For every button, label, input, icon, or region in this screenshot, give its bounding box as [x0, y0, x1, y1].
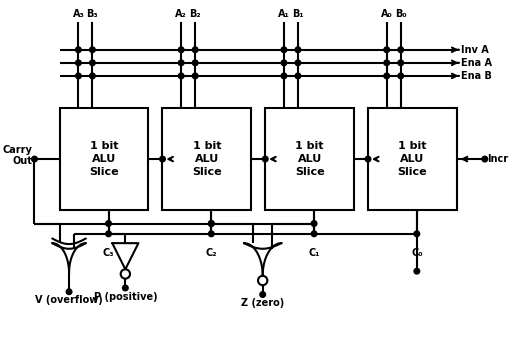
- Circle shape: [258, 276, 267, 285]
- Bar: [265, 108, 353, 210]
- Circle shape: [262, 156, 268, 162]
- Circle shape: [280, 47, 286, 53]
- Circle shape: [208, 221, 214, 226]
- Text: Slice: Slice: [294, 167, 324, 177]
- Circle shape: [413, 268, 419, 274]
- Text: C₃: C₃: [103, 248, 114, 258]
- Text: ALU: ALU: [194, 154, 218, 164]
- Text: V (overflow): V (overflow): [35, 295, 103, 305]
- Circle shape: [159, 156, 165, 162]
- Text: Ena B: Ena B: [461, 71, 491, 81]
- Circle shape: [295, 73, 300, 79]
- Circle shape: [178, 73, 184, 79]
- Circle shape: [90, 60, 95, 66]
- Circle shape: [32, 156, 37, 162]
- Text: ALU: ALU: [297, 154, 321, 164]
- Text: 1 bit: 1 bit: [295, 141, 323, 151]
- Circle shape: [481, 156, 487, 162]
- Circle shape: [397, 47, 403, 53]
- Circle shape: [260, 292, 265, 298]
- Circle shape: [75, 47, 81, 53]
- Circle shape: [192, 73, 197, 79]
- Text: ALU: ALU: [92, 154, 116, 164]
- Circle shape: [397, 60, 403, 66]
- Circle shape: [66, 289, 72, 294]
- Text: Z (zero): Z (zero): [241, 298, 284, 308]
- Circle shape: [280, 60, 286, 66]
- Text: P (positive): P (positive): [93, 292, 157, 302]
- Text: A₂: A₂: [175, 9, 187, 19]
- Text: B₂: B₂: [189, 9, 201, 19]
- Text: C₁: C₁: [308, 248, 319, 258]
- Circle shape: [208, 221, 214, 226]
- Circle shape: [178, 47, 184, 53]
- Text: C₀: C₀: [410, 248, 422, 258]
- Circle shape: [90, 73, 95, 79]
- Circle shape: [280, 73, 286, 79]
- Circle shape: [178, 60, 184, 66]
- Bar: [162, 108, 251, 210]
- Circle shape: [122, 285, 128, 291]
- Text: B₃: B₃: [87, 9, 98, 19]
- Text: Inv A: Inv A: [461, 45, 488, 55]
- Circle shape: [310, 221, 316, 226]
- Circle shape: [90, 47, 95, 53]
- Circle shape: [105, 231, 111, 237]
- Text: Ena A: Ena A: [461, 58, 492, 68]
- Text: Slice: Slice: [397, 167, 427, 177]
- Circle shape: [310, 231, 316, 237]
- Text: Carry
Out: Carry Out: [3, 144, 33, 166]
- Circle shape: [192, 47, 197, 53]
- Text: 1 bit: 1 bit: [398, 141, 426, 151]
- Circle shape: [192, 60, 197, 66]
- Circle shape: [295, 60, 300, 66]
- Circle shape: [364, 156, 370, 162]
- Bar: [60, 108, 148, 210]
- Text: B₀: B₀: [394, 9, 406, 19]
- Circle shape: [75, 60, 81, 66]
- Circle shape: [105, 221, 111, 226]
- Circle shape: [397, 73, 403, 79]
- Circle shape: [383, 47, 389, 53]
- Text: Slice: Slice: [192, 167, 221, 177]
- Text: Incr: Incr: [487, 154, 508, 164]
- Text: 1 bit: 1 bit: [90, 141, 118, 151]
- Circle shape: [383, 60, 389, 66]
- Circle shape: [121, 269, 130, 279]
- Text: 1 bit: 1 bit: [192, 141, 221, 151]
- Text: B₁: B₁: [292, 9, 303, 19]
- Text: A₃: A₃: [72, 9, 84, 19]
- Text: A₀: A₀: [380, 9, 392, 19]
- Bar: [367, 108, 456, 210]
- Circle shape: [383, 73, 389, 79]
- Text: A₁: A₁: [277, 9, 289, 19]
- Text: C₂: C₂: [205, 248, 217, 258]
- Text: Slice: Slice: [89, 167, 119, 177]
- Circle shape: [208, 231, 214, 237]
- Circle shape: [75, 73, 81, 79]
- Circle shape: [413, 231, 419, 237]
- Text: ALU: ALU: [400, 154, 423, 164]
- Circle shape: [295, 47, 300, 53]
